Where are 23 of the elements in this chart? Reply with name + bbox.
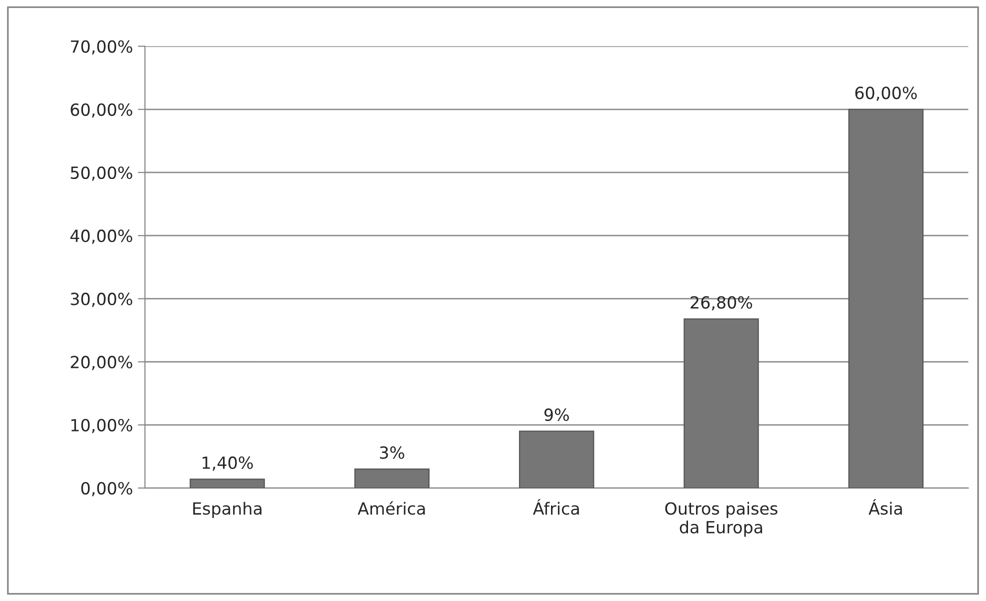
bar <box>190 478 265 488</box>
y-tick-label: 20,00% <box>70 356 132 370</box>
data-label: 26,80% <box>690 296 752 310</box>
x-tick-label: África <box>532 499 579 515</box>
y-tick-label: 60,00% <box>70 103 132 118</box>
y-tick-label: 40,00% <box>70 230 132 244</box>
data-label: 1,40% <box>202 456 253 471</box>
y-tick-label: 0,00% <box>81 482 132 496</box>
bar <box>518 430 594 488</box>
bar <box>354 468 430 488</box>
y-tick-label: 10,00% <box>71 418 132 434</box>
y-tick-label: 70,00% <box>70 40 132 55</box>
x-tick-label: Outros paises da Europa <box>665 502 778 537</box>
data-label: 3% <box>380 446 404 459</box>
y-tick-label: 50,00% <box>70 166 132 181</box>
bar <box>848 108 924 488</box>
data-label: 60,00% <box>855 86 917 101</box>
y-tick-label: 30,00% <box>70 292 132 307</box>
x-tick-label: Espanha <box>193 502 262 518</box>
x-tick-label: América <box>358 501 425 515</box>
data-label: 9% <box>544 408 569 422</box>
x-tick-label: Ásia <box>868 499 902 515</box>
bar <box>684 318 759 488</box>
